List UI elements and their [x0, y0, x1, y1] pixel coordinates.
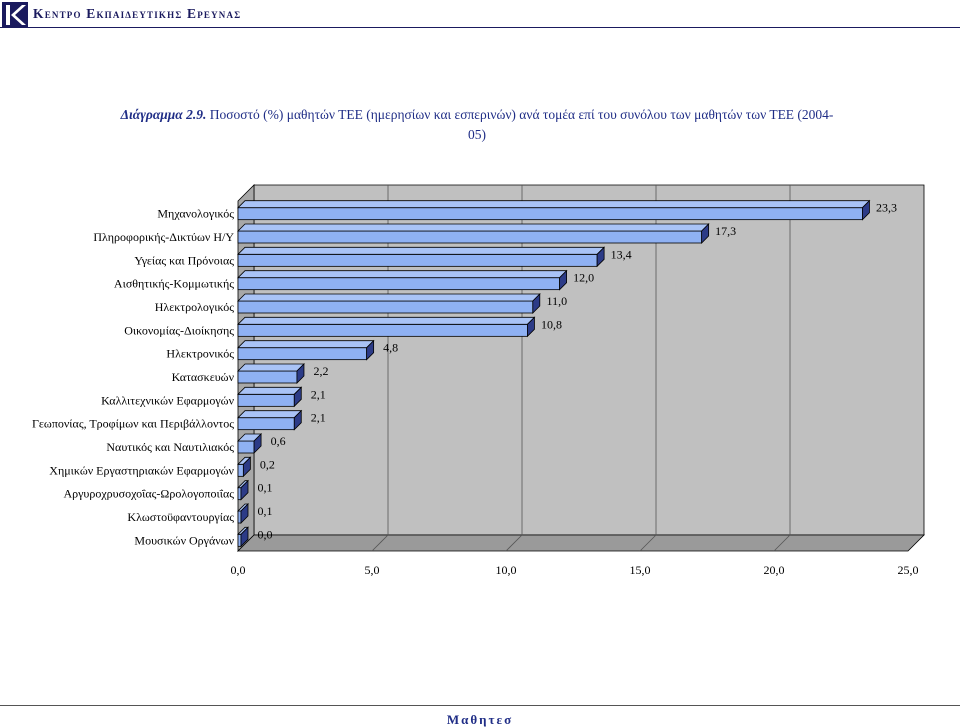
bar-value-label: 2,2 [313, 364, 328, 378]
footer-divider [0, 705, 960, 706]
bar-top [237, 200, 871, 209]
bar-side [527, 316, 535, 338]
gridline [639, 534, 657, 552]
bar-value-label: 0,2 [260, 457, 275, 471]
bar-value-label: 0,1 [258, 504, 273, 518]
bar [237, 277, 561, 291]
caption-label: Διάγραμμα 2.9. [120, 107, 207, 122]
bar-value-label: 4,8 [383, 341, 398, 355]
bar-top [237, 270, 568, 279]
x-tick-label: 10,0 [496, 563, 517, 577]
bar-side [293, 409, 302, 431]
x-tick-label: 15,0 [630, 563, 651, 577]
gridline [505, 534, 523, 552]
bar-top [237, 410, 303, 419]
gridline [371, 534, 389, 552]
bar [237, 347, 368, 361]
bar-value-label: 13,4 [611, 247, 632, 261]
y-category-label: Μουσικών Οργάνων [134, 533, 234, 547]
bar [237, 417, 295, 431]
bar-value-label: 0,0 [258, 527, 273, 541]
bar-side [532, 293, 541, 314]
caption-text: Ποσοστό (%) μαθητών ΤΕΕ (ημερησίων και ε… [209, 107, 834, 142]
y-category-label: Πληροφορικής-Δικτύων Η/Υ [93, 230, 234, 244]
y-category-label: Κατασκευών [172, 370, 235, 384]
logo-icon [2, 2, 28, 28]
bar [237, 300, 534, 314]
header-title: Κεντρο Εκπαιδευτικης Ερευνας [33, 6, 242, 21]
bar-top [237, 316, 536, 325]
bar-value-label: 0,6 [271, 434, 286, 448]
x-tick-label: 20,0 [764, 563, 785, 577]
bar-side [862, 199, 870, 221]
bar [237, 323, 528, 337]
y-category-label: Χημικών Εργαστηριακών Εφαρμογών [49, 463, 234, 477]
y-category-label: Αισθητικής-Κομμωτικής [114, 277, 234, 291]
bar [237, 510, 242, 524]
x-tick-label: 0,0 [231, 563, 246, 577]
bar-side [293, 386, 302, 408]
chart-floor [237, 534, 925, 552]
bar [237, 487, 242, 501]
bar-side [242, 456, 251, 478]
header-divider [0, 27, 960, 28]
y-category-label: Κλωστοϋφαντουργίας [127, 510, 234, 524]
y-category-label: Μηχανολογικός [157, 207, 234, 221]
x-tick-label: 25,0 [898, 563, 919, 577]
y-category-label: Καλλιτεχνικών Εφαρμογών [101, 393, 235, 407]
bar-value-label: 23,3 [876, 201, 897, 215]
y-category-label: Ηλεκτρονικός [166, 347, 234, 361]
bar-top [237, 340, 375, 349]
bar-value-label: 2,1 [311, 411, 326, 425]
bar-side [559, 269, 567, 291]
bar-top [237, 223, 710, 232]
bar-side [596, 246, 605, 268]
bar-side [296, 363, 305, 384]
bar [237, 393, 295, 407]
bar-side [240, 503, 249, 524]
bar-top [237, 246, 606, 255]
bar-value-label: 11,0 [547, 294, 568, 308]
bar [237, 253, 598, 267]
bar [237, 463, 244, 477]
bar [237, 533, 242, 547]
chart-caption: Διάγραμμα 2.9. Ποσοστό (%) μαθητών ΤΕΕ (… [112, 105, 842, 145]
bar [237, 230, 703, 244]
bar-side [701, 223, 710, 244]
bar-side [240, 479, 249, 501]
y-category-label: Ηλεκτρολογικός [155, 300, 235, 314]
bar [237, 440, 255, 454]
bar [237, 370, 298, 384]
gridline [773, 534, 791, 552]
bar-side [366, 339, 375, 361]
bar-top [237, 363, 305, 372]
y-category-label: Υγείας και Πρόνοιας [134, 253, 234, 267]
y-category-label: Ναυτικός και Ναυτιλιακός [106, 440, 234, 454]
bar-top [237, 386, 303, 395]
bar-value-label: 12,0 [573, 271, 594, 285]
y-category-label: Οικονομίας-Διοίκησης [124, 323, 234, 337]
y-category-label: Αργυροχρυσοχοΐας-Ωρολογοποιΐας [63, 487, 234, 501]
x-tick-label: 5,0 [365, 563, 380, 577]
bar-side [253, 433, 262, 454]
bar-value-label: 10,8 [541, 317, 562, 331]
bar [237, 207, 863, 221]
bar-side [240, 526, 249, 548]
y-category-label: Γεωπονίας, Τροφίμων και Περιβάλλοντος [32, 417, 234, 431]
bar-value-label: 0,1 [258, 481, 273, 495]
footer-title: Μαθητεσ [446, 712, 514, 727]
bar-top [237, 293, 541, 302]
bar-value-label: 2,1 [311, 387, 326, 401]
bar-value-label: 17,3 [715, 224, 736, 238]
